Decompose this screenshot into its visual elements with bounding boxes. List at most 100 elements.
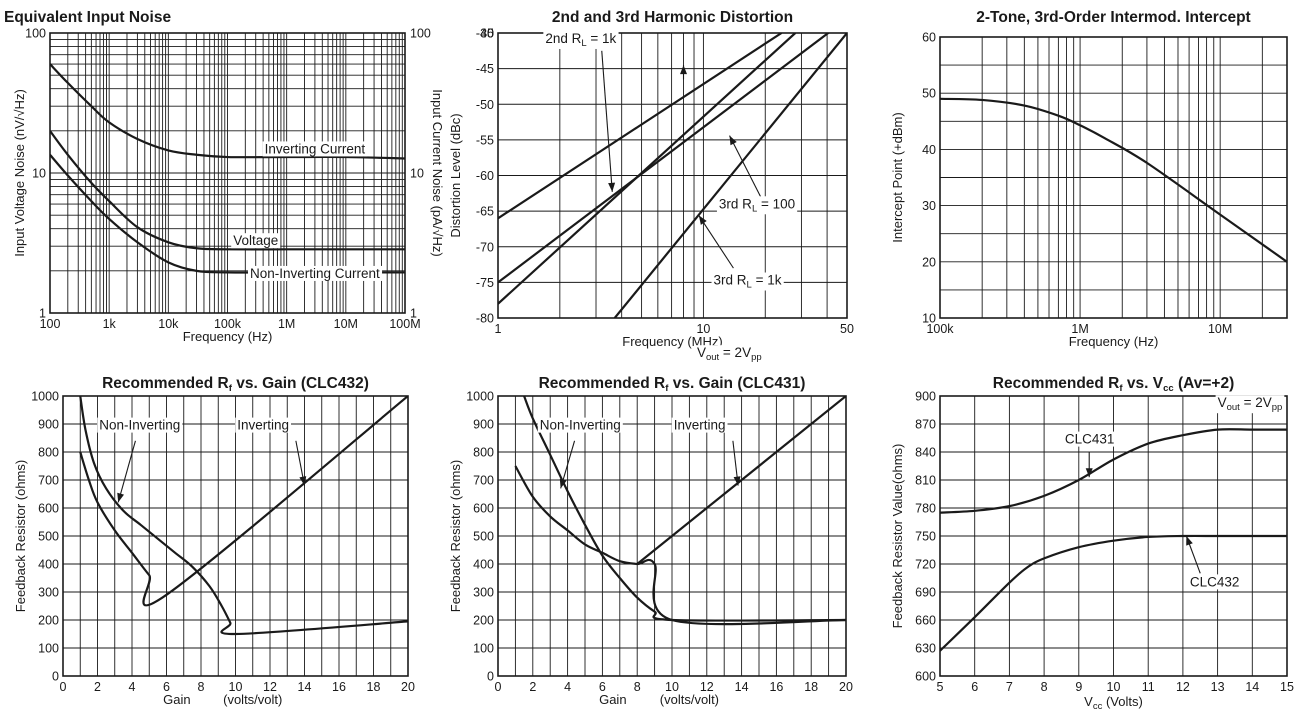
- series-line: [79, 396, 408, 636]
- grid: [497, 32, 848, 319]
- annotation-label: 3rd RL = 1k: [714, 273, 782, 291]
- series-line: [50, 130, 405, 251]
- x-tick-label: 6: [163, 680, 170, 694]
- label-part: V: [1218, 395, 1227, 410]
- plot-frame: [939, 36, 1288, 319]
- x-tick-label: 5: [937, 680, 944, 694]
- annotation-label: Vout = 2Vpp: [697, 345, 762, 363]
- y-tick-label: 0: [52, 670, 59, 684]
- y-axis-label: Feedback Resistor Value(ohms): [890, 444, 905, 629]
- annotation-label: Non-Inverting: [99, 418, 180, 433]
- annotation-bg: [262, 141, 368, 157]
- chart-panel-1: 100 1k 10k 100k 1M 10M 100M110100110100Equival…: [4, 9, 445, 344]
- y-axis-right-label: Input Current Noise (pA/√Hz): [430, 89, 445, 257]
- x-tick-label: 20: [401, 680, 415, 694]
- y-tick-label: 600: [915, 670, 936, 684]
- plot-frame: [497, 32, 848, 319]
- annotation-bg: [231, 233, 281, 249]
- plot-frame: [497, 395, 847, 677]
- grid: [939, 36, 1288, 319]
- y-axis-label: Input Voltage Noise (nV/√Hz): [12, 89, 27, 257]
- chart-title: Recommended Rf vs. Gain (CLC432): [102, 375, 369, 394]
- annotation-leader: [601, 50, 613, 192]
- y-tick-label: 800: [473, 446, 494, 460]
- series-line: [940, 97, 1287, 263]
- x-axis-label: Vcc (Volts): [1084, 694, 1143, 712]
- series-line: [613, 33, 847, 318]
- x-tick-label: 10M: [1208, 322, 1232, 336]
- chart-panel-2: 1 10 50-80-75-70-65-60-55-50-45-40-35-402n…: [448, 9, 854, 364]
- y-tick-label: 810: [915, 474, 936, 488]
- series-line: [514, 465, 846, 626]
- x-tick-label: 18: [367, 680, 381, 694]
- series-line: [50, 63, 405, 160]
- x-tick-label: 20: [839, 680, 853, 694]
- label-part: Recommended R: [539, 375, 666, 392]
- y-tick-label: 750: [915, 530, 936, 544]
- y-tick-label: -35: [476, 27, 494, 41]
- chart-panel-4: 0 2 4 6 8 10 12 14 16 18 2001002003004005006007008…: [13, 375, 415, 707]
- label-part: = 2V: [719, 345, 751, 360]
- y-tick-label: 40: [922, 143, 936, 157]
- chart-panel-3: 100k 1M 10M 10 20 30 40 50 60 2-Tone, 3rd-Order I…: [890, 9, 1288, 349]
- label-part: = 2V: [1240, 395, 1272, 410]
- label-subscript: cc: [1163, 383, 1174, 394]
- label-subscript: L: [747, 280, 752, 291]
- x-tick-label: 10: [229, 680, 243, 694]
- x-axis-label: Frequency (Hz): [183, 329, 273, 344]
- annotation-bg: [1187, 574, 1242, 590]
- y-tick-label: 100: [38, 642, 59, 656]
- label-part: (Volts): [1102, 694, 1142, 709]
- label-part: Recommended R: [993, 375, 1120, 392]
- y-tick-label: 1000: [31, 390, 59, 404]
- x-tick-label: 2: [529, 680, 536, 694]
- label-subscript: out: [1227, 402, 1241, 413]
- x-tick-label: 50: [840, 322, 854, 336]
- annotation-label: Inverting: [674, 418, 726, 433]
- y-tick-label: 600: [38, 502, 59, 516]
- y-tick-label: 500: [38, 530, 59, 544]
- annotation-arrowhead: [1085, 468, 1093, 478]
- annotation-bg: [235, 417, 292, 433]
- x-tick-label: 4: [564, 680, 571, 694]
- y-tick-label: 870: [915, 418, 936, 432]
- label-subscript: pp: [751, 352, 762, 363]
- label-subscript: f: [665, 383, 669, 394]
- annotation-bg: [1062, 431, 1117, 447]
- y-tick-label: -80: [476, 312, 494, 326]
- x-tick-label: 100k: [926, 322, 954, 336]
- x-tick-label: 14: [735, 680, 749, 694]
- label-part: 3rd R: [719, 196, 752, 211]
- y-tick-label: 20: [922, 255, 936, 269]
- label-part: vs. Gain (CLC431): [668, 375, 805, 392]
- y-tick-label: -45: [476, 62, 494, 76]
- chart-title: 2nd and 3rd Harmonic Distortion: [552, 9, 793, 26]
- y-tick-label: 900: [473, 418, 494, 432]
- x-tick-label: 10M: [334, 317, 358, 331]
- y-tick-label: 900: [915, 390, 936, 404]
- label-part: = 100: [757, 196, 795, 211]
- y-tick-label: 60: [922, 31, 936, 45]
- x-tick-label: 8: [634, 680, 641, 694]
- y-tick-label: 600: [473, 502, 494, 516]
- annotation-bg: [711, 272, 784, 291]
- annotation-arrowhead: [680, 65, 688, 75]
- label-part: Non-Inverting Current: [250, 266, 380, 281]
- annotation-bg: [97, 417, 183, 433]
- y-right-tick-label: 1: [410, 307, 417, 321]
- series-line: [498, 33, 831, 284]
- annotation-label: CLC432: [1190, 574, 1240, 589]
- y-tick-label: -75: [476, 276, 494, 290]
- label-part: V: [1084, 694, 1093, 709]
- x-tick-label: 16: [769, 680, 783, 694]
- y-tick-label: 30: [922, 199, 936, 213]
- y-tick-label: -40: [476, 27, 494, 41]
- annotation-bg: [694, 345, 764, 364]
- x-tick-label: 12: [700, 680, 714, 694]
- y-tick-label: 700: [473, 474, 494, 488]
- y-tick-label: -55: [476, 133, 494, 147]
- x-tick-label: 7: [1006, 680, 1013, 694]
- series-line: [79, 396, 408, 607]
- annotation-bg: [671, 417, 728, 433]
- x-tick-label: 18: [804, 680, 818, 694]
